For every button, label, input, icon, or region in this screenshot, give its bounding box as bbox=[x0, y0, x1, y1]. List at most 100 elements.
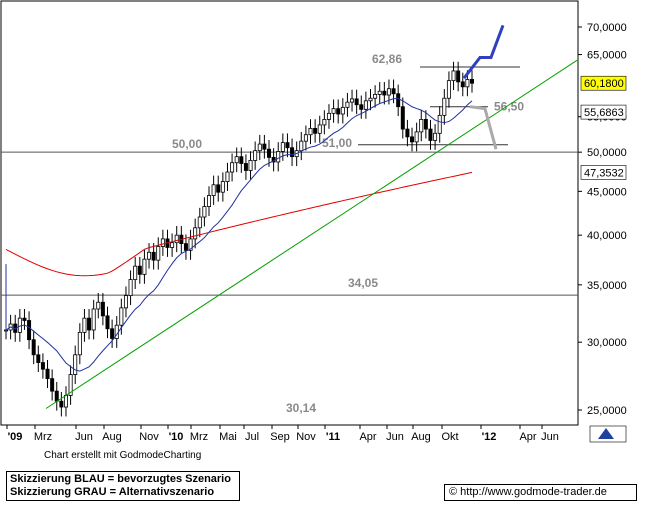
candle-body bbox=[446, 80, 451, 99]
candle-body bbox=[359, 104, 364, 110]
candle-body bbox=[354, 98, 359, 106]
candle-body bbox=[133, 265, 138, 280]
candle-body bbox=[31, 339, 36, 356]
level-label: 50,00 bbox=[172, 137, 202, 151]
x-tick-label: Okt bbox=[441, 431, 458, 443]
candle-body bbox=[63, 395, 68, 408]
moving-average-blue bbox=[5, 98, 473, 372]
price-badge-label: 55,6863 bbox=[584, 107, 624, 119]
candle-body bbox=[110, 328, 115, 339]
candle-body bbox=[36, 354, 41, 363]
candle-body bbox=[220, 181, 225, 193]
x-tick-label: Apr bbox=[359, 431, 376, 443]
candle-body bbox=[350, 98, 355, 103]
y-tick-label: 45,0000 bbox=[587, 186, 627, 198]
candle-body bbox=[123, 295, 128, 309]
candle-body bbox=[373, 93, 378, 99]
x-tick-label: Nov bbox=[296, 431, 316, 443]
candle-body bbox=[437, 114, 442, 134]
candle-body bbox=[174, 234, 179, 244]
candle-body bbox=[308, 127, 313, 136]
candle-body bbox=[276, 151, 281, 163]
moving-average-red bbox=[5, 171, 473, 277]
candle-body bbox=[313, 127, 318, 134]
y-tick-label: 70,0000 bbox=[587, 22, 627, 34]
candle-body bbox=[451, 70, 456, 82]
x-tick-label: '11 bbox=[326, 431, 340, 443]
candle-body bbox=[82, 317, 87, 333]
candle-body bbox=[40, 362, 45, 370]
candle-body bbox=[50, 378, 55, 392]
candle-body bbox=[368, 97, 373, 102]
level-label: 62,86 bbox=[372, 52, 402, 66]
candle-body bbox=[183, 243, 188, 251]
candle-body bbox=[460, 81, 465, 88]
candle-body bbox=[151, 251, 156, 261]
candle-body bbox=[248, 160, 253, 171]
level-label: 34,05 bbox=[348, 276, 378, 290]
candle-body bbox=[317, 124, 322, 134]
logo-icon bbox=[589, 425, 627, 443]
price-badge-label: 60,1800 bbox=[584, 78, 624, 90]
candles bbox=[4, 61, 474, 417]
y-tick-label: 35,0000 bbox=[587, 280, 627, 292]
y-tick-label: 65,0000 bbox=[587, 50, 627, 62]
candle-body bbox=[137, 265, 142, 275]
candle-body bbox=[216, 184, 221, 193]
legend-grey-scenario: Skizzierung GRAU = Alternativszenario bbox=[10, 486, 215, 498]
candle-body bbox=[59, 400, 64, 408]
candle-body bbox=[160, 238, 165, 247]
scenario-blue-path bbox=[462, 24, 505, 80]
candle-body bbox=[266, 148, 271, 158]
candle-body bbox=[202, 206, 207, 218]
x-tick-label: '09 bbox=[8, 431, 23, 443]
y-tick-label: 25,0000 bbox=[587, 405, 627, 417]
candle-body bbox=[225, 171, 230, 182]
x-tick-label: '12 bbox=[482, 431, 497, 443]
candle-body bbox=[414, 131, 419, 143]
candle-body bbox=[257, 143, 262, 152]
x-tick-label: Mrz bbox=[190, 431, 208, 443]
y-tick-label: 50,0000 bbox=[587, 147, 627, 159]
candle-body bbox=[391, 88, 396, 95]
candle-body bbox=[396, 93, 401, 108]
y-tick-label: 30,0000 bbox=[587, 337, 627, 349]
candle-body bbox=[211, 184, 216, 196]
candle-body bbox=[105, 315, 110, 330]
candle-body bbox=[45, 368, 50, 380]
x-tick-label: Apr bbox=[519, 431, 536, 443]
candle-body bbox=[303, 134, 308, 142]
trendline-green bbox=[45, 59, 578, 409]
price-badge bbox=[580, 75, 627, 91]
candle-body bbox=[253, 150, 258, 161]
candle-body bbox=[87, 317, 92, 331]
x-tick-label: Jun bbox=[386, 431, 404, 443]
x-tick-label: Nov bbox=[139, 431, 159, 443]
candle-body bbox=[128, 279, 133, 297]
candle-body bbox=[322, 119, 327, 126]
candle-body bbox=[22, 317, 27, 321]
candle-body bbox=[77, 331, 82, 356]
candle-body bbox=[156, 246, 161, 261]
x-tick-label: Mai bbox=[219, 431, 237, 443]
candle-body bbox=[400, 106, 405, 130]
x-tick-label: Jun bbox=[75, 431, 93, 443]
source-link[interactable]: © http://www.godmode-trader.de bbox=[444, 484, 637, 501]
candle-body bbox=[188, 238, 193, 251]
x-tick-label: Mrz bbox=[34, 431, 52, 443]
level-label: 30,14 bbox=[286, 401, 316, 415]
candle-body bbox=[207, 195, 212, 207]
candle-body bbox=[326, 112, 331, 120]
candle-body bbox=[285, 142, 290, 149]
price-badge bbox=[580, 165, 627, 180]
y-tick-label: 40,0000 bbox=[587, 230, 627, 242]
candle-body bbox=[280, 142, 285, 152]
scenario-legend: Skizzierung BLAU = bevorzugtes Szenario … bbox=[6, 471, 240, 501]
candle-body bbox=[17, 317, 22, 333]
candle-body bbox=[119, 307, 124, 326]
candle-body bbox=[405, 128, 410, 138]
candle-body bbox=[54, 390, 59, 402]
candle-body bbox=[142, 258, 147, 275]
candle-body bbox=[410, 136, 415, 143]
